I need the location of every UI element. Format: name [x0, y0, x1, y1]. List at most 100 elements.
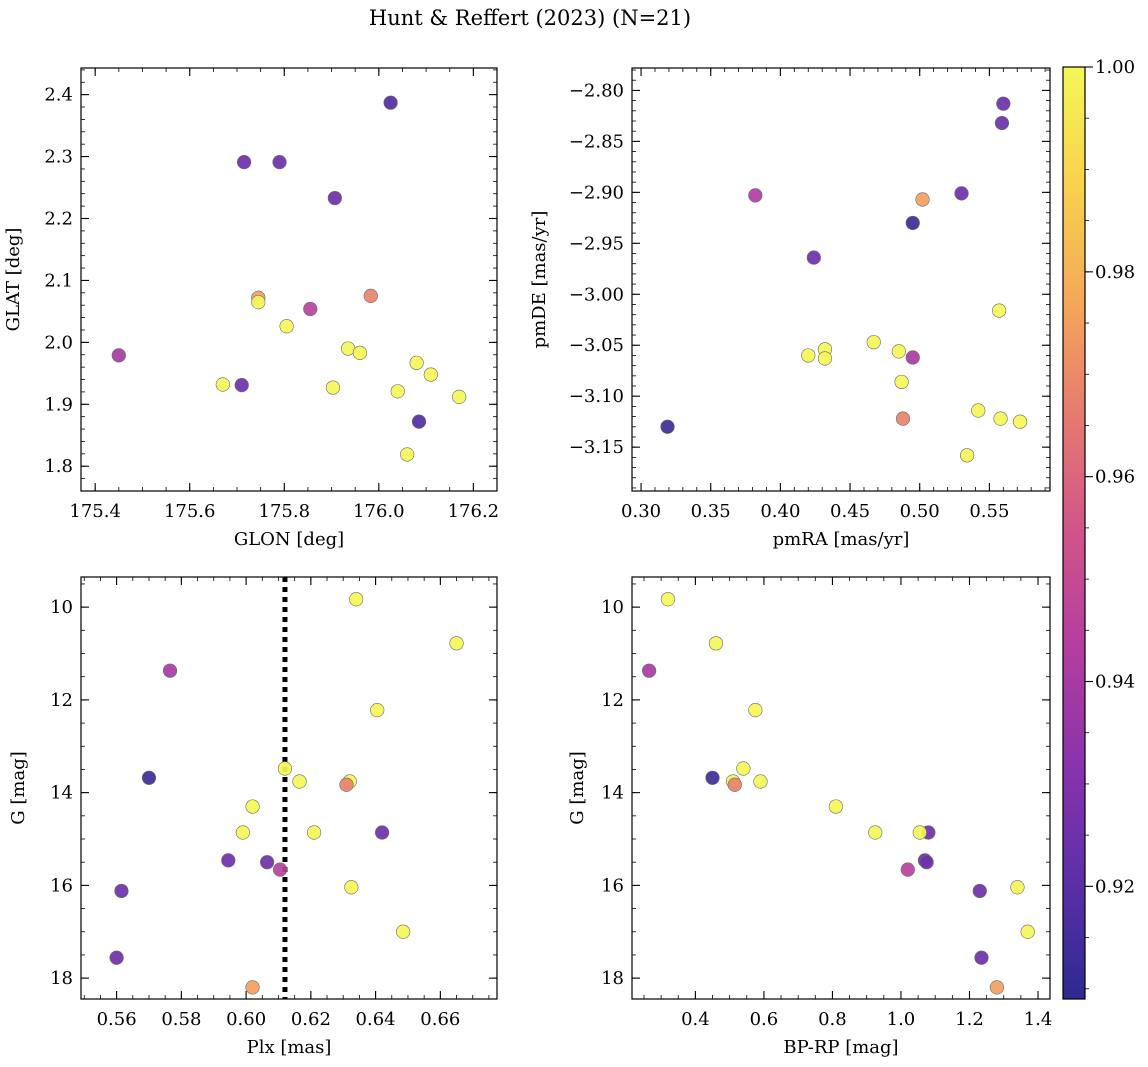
scatter-point	[642, 663, 657, 678]
x-tick-label: 0.40	[760, 501, 800, 522]
colorbar: 0.92 0.94 0.96 0.98 1.00	[1062, 57, 1135, 1000]
y-tick-label: −2.95	[569, 233, 624, 254]
scatter-point	[349, 592, 364, 607]
panel-plx-g: 0.56 0.58 0.60 0.62 0.64 0.66 10 12 14 16 18 Plx [m…	[8, 576, 498, 1058]
scatter-point	[971, 403, 986, 418]
scatter-point	[895, 411, 911, 426]
axes-frame	[80, 576, 498, 1000]
x-tick-label: 176.2	[448, 501, 500, 522]
scatter-point	[303, 301, 318, 317]
scatter-point	[1020, 924, 1035, 939]
scatter-point	[992, 303, 1007, 318]
y-tick-label: 10	[601, 597, 624, 618]
colorbar-tick-label: 0.92	[1095, 876, 1135, 897]
scatter-point	[919, 855, 934, 870]
y-tick-label: 14	[50, 783, 73, 804]
minor-ticks	[632, 577, 1050, 999]
x-tick-label: 0.4	[681, 1009, 710, 1030]
x-tick-label: 175.4	[69, 501, 121, 522]
y-tick-label: 14	[601, 783, 624, 804]
scatter-point	[215, 377, 230, 392]
x-tick-label: 1.2	[955, 1009, 984, 1030]
scatter-point	[411, 414, 427, 429]
colorbar-tick-label: 0.98	[1095, 262, 1135, 283]
y-tick-label: 18	[601, 968, 624, 989]
scatter-point	[327, 190, 342, 206]
y-axis-label: G [mag]	[8, 751, 29, 824]
scatter-point	[236, 155, 252, 170]
colorbar-tick-label: 0.96	[1095, 467, 1135, 488]
scatter-point	[234, 377, 249, 393]
scatter-point	[994, 115, 1010, 131]
x-axis-label: pmRA [mas/yr]	[773, 529, 910, 550]
scatter-point	[912, 825, 927, 840]
scatter-point	[866, 335, 881, 350]
x-tick-label: 0.8	[818, 1009, 847, 1030]
x-tick-label: 0.35	[691, 501, 731, 522]
minor-ticks	[81, 68, 498, 492]
x-tick-label: 175.6	[164, 501, 216, 522]
scatter-point	[660, 419, 675, 434]
scatter-point	[736, 761, 751, 776]
x-tick-label: 0.6	[750, 1009, 779, 1030]
x-axis-label: BP-RP [mag]	[783, 1037, 898, 1058]
scatter-point	[423, 367, 438, 382]
y-tick-label: 12	[50, 690, 73, 711]
scatter-point	[891, 344, 906, 359]
y-tick-label: −2.80	[569, 80, 624, 101]
scatter-point	[109, 950, 124, 965]
x-tick-label: 0.60	[226, 1009, 266, 1030]
scatter-point	[660, 592, 676, 607]
scatter-point	[1010, 880, 1025, 895]
y-tick-label: 1.8	[44, 456, 73, 477]
scatter-point	[114, 883, 129, 899]
y-tick-label: −2.85	[569, 131, 624, 152]
y-tick-label: 2.1	[44, 270, 73, 291]
scatter-point	[1012, 414, 1028, 429]
scatter-point	[162, 663, 178, 678]
x-tick-label: 0.50	[900, 501, 940, 522]
y-tick-label: 2.0	[44, 332, 73, 353]
scatter-point	[409, 355, 424, 370]
x-axis-label: Plx [mas]	[247, 1037, 332, 1058]
scatter-point	[974, 950, 989, 965]
y-tick-label: 10	[50, 597, 73, 618]
x-tick-label: 0.56	[97, 1009, 137, 1030]
panel-pmra-pmde: 0.30 0.35 0.40 0.45 0.50 0.55 −3.15 −3.10 −3.05 −…	[529, 67, 1051, 550]
y-tick-label: 1.9	[44, 394, 73, 415]
scatter-point	[959, 448, 975, 463]
y-tick-label: 18	[50, 968, 73, 989]
y-axis-label: GLAT [deg]	[3, 228, 24, 332]
scatter-point	[374, 825, 390, 840]
panel-glon-glat: 175.4 175.6 175.8 176.0 176.2 1.8 1.9 2.0 2.1 2.2…	[3, 67, 500, 550]
scatter-point	[339, 777, 354, 792]
scatter-point	[141, 770, 157, 785]
scatter-point	[272, 155, 287, 170]
scatter-point	[905, 350, 920, 365]
colorbar-tick-label: 0.94	[1095, 672, 1135, 693]
scatter-point	[251, 295, 266, 310]
scatter-point	[705, 770, 720, 785]
scatter-point	[292, 774, 307, 789]
scatter-point	[390, 384, 405, 399]
minor-ticks	[81, 577, 497, 999]
x-tick-label: 0.45	[830, 501, 870, 522]
scatter-point	[954, 186, 969, 201]
scatter-point	[972, 883, 987, 899]
scatter-point	[272, 862, 288, 877]
x-tick-label: 175.8	[259, 501, 311, 522]
y-tick-label: 12	[601, 690, 624, 711]
scatter-point	[801, 348, 816, 363]
scatter-point	[111, 348, 126, 363]
y-tick-label: −3.15	[569, 437, 624, 458]
scatter-point	[868, 825, 883, 840]
scatter-point	[452, 389, 467, 404]
scatter-point	[708, 636, 724, 651]
scatter-point	[905, 215, 920, 231]
x-tick-label: 0.55	[969, 501, 1009, 522]
scatter-point	[817, 351, 833, 366]
y-tick-label: 2.4	[44, 85, 73, 106]
x-tick-label: 0.64	[356, 1009, 396, 1030]
scatter-point	[400, 447, 415, 462]
